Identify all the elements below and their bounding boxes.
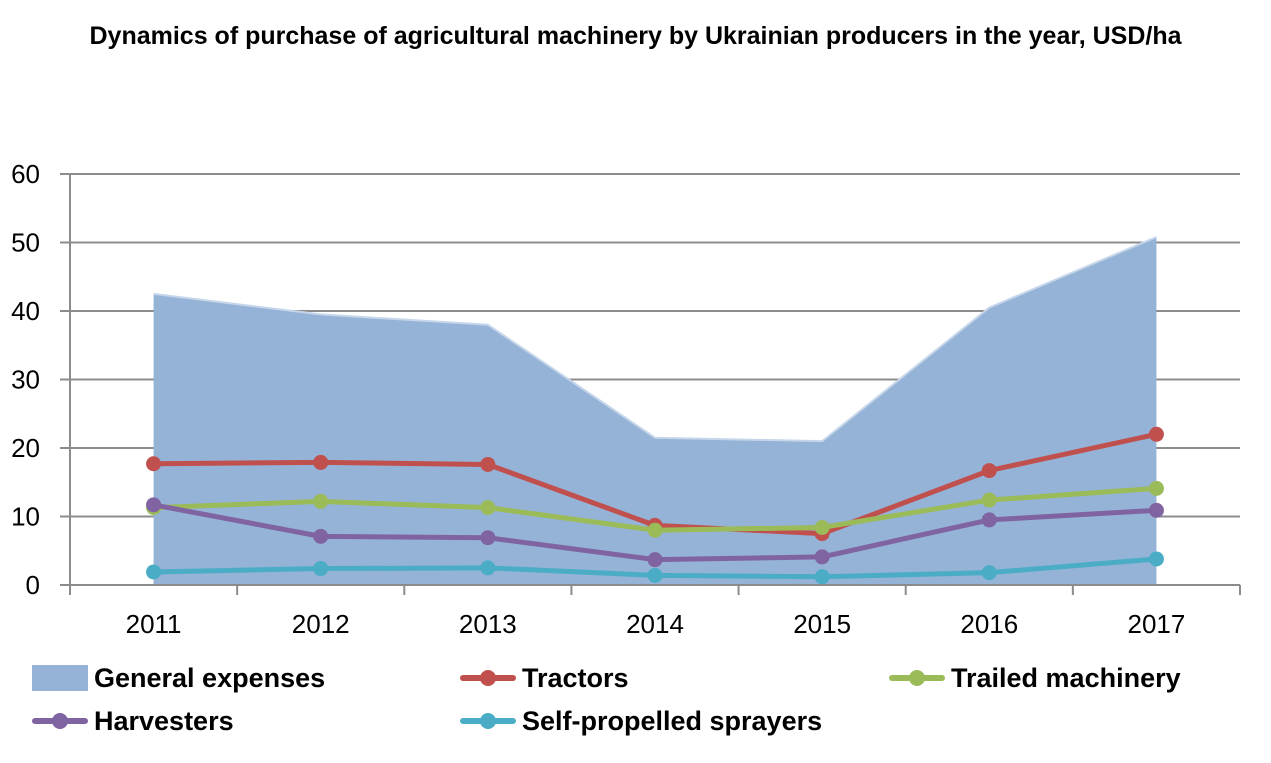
point-self-propelled-sprayers-2013 bbox=[480, 560, 496, 576]
x-tick-label-2011: 2011 bbox=[126, 609, 182, 639]
point-tractors-2013 bbox=[480, 456, 496, 472]
x-tick-label-2017: 2017 bbox=[1128, 609, 1186, 639]
point-harvesters-2015 bbox=[814, 549, 830, 565]
x-tick-label-2014: 2014 bbox=[626, 609, 684, 639]
point-trailed-machinery-2016 bbox=[981, 492, 997, 508]
point-tractors-2017 bbox=[1148, 426, 1164, 442]
x-tick-label-2015: 2015 bbox=[793, 609, 851, 639]
area-general-expenses bbox=[153, 237, 1157, 585]
x-tick-label-2013: 2013 bbox=[459, 609, 517, 639]
area-series bbox=[153, 236, 1157, 585]
y-tick-label-0: 0 bbox=[26, 570, 40, 600]
point-trailed-machinery-2015 bbox=[814, 519, 830, 535]
point-trailed-machinery-2017 bbox=[1148, 480, 1164, 496]
point-trailed-machinery-2012 bbox=[313, 493, 329, 509]
point-tractors-2012 bbox=[313, 454, 329, 470]
series-harvesters bbox=[146, 497, 1164, 568]
point-trailed-machinery-2013 bbox=[480, 500, 496, 516]
point-self-propelled-sprayers-2015 bbox=[814, 569, 830, 585]
point-harvesters-2013 bbox=[480, 530, 496, 546]
y-tick-label-60: 60 bbox=[11, 159, 40, 189]
point-self-propelled-sprayers-2011 bbox=[146, 564, 162, 580]
y-tick-label-10: 10 bbox=[11, 502, 40, 532]
point-tractors-2011 bbox=[146, 456, 162, 472]
y-tick-label-30: 30 bbox=[11, 365, 40, 395]
area-edge-general-expenses bbox=[153, 236, 1157, 443]
series-trailed-machinery bbox=[146, 480, 1164, 538]
point-harvesters-2016 bbox=[981, 512, 997, 528]
point-tractors-2016 bbox=[981, 463, 997, 479]
point-harvesters-2011 bbox=[146, 497, 162, 513]
point-harvesters-2012 bbox=[313, 528, 329, 544]
series-self-propelled-sprayers bbox=[146, 551, 1164, 585]
y-tick-label-40: 40 bbox=[11, 296, 40, 326]
x-tick-label-2012: 2012 bbox=[292, 609, 350, 639]
y-tick-label-50: 50 bbox=[11, 228, 40, 258]
point-self-propelled-sprayers-2017 bbox=[1148, 551, 1164, 567]
point-trailed-machinery-2014 bbox=[647, 522, 663, 538]
line-series bbox=[146, 426, 1164, 585]
point-self-propelled-sprayers-2012 bbox=[313, 561, 329, 577]
tick-labels: 0 10 20 30 40 50 60 2011 2012 2013 2014 2015 2016 201… bbox=[11, 159, 1185, 639]
y-tick-label-20: 20 bbox=[11, 433, 40, 463]
point-self-propelled-sprayers-2014 bbox=[647, 567, 663, 583]
axes bbox=[60, 173, 1241, 595]
point-harvesters-2017 bbox=[1148, 502, 1164, 518]
chart-title: Dynamics of purchase of agricultural mac… bbox=[89, 22, 1182, 50]
point-harvesters-2014 bbox=[647, 552, 663, 568]
x-tick-label-2016: 2016 bbox=[960, 609, 1018, 639]
point-self-propelled-sprayers-2016 bbox=[981, 565, 997, 581]
